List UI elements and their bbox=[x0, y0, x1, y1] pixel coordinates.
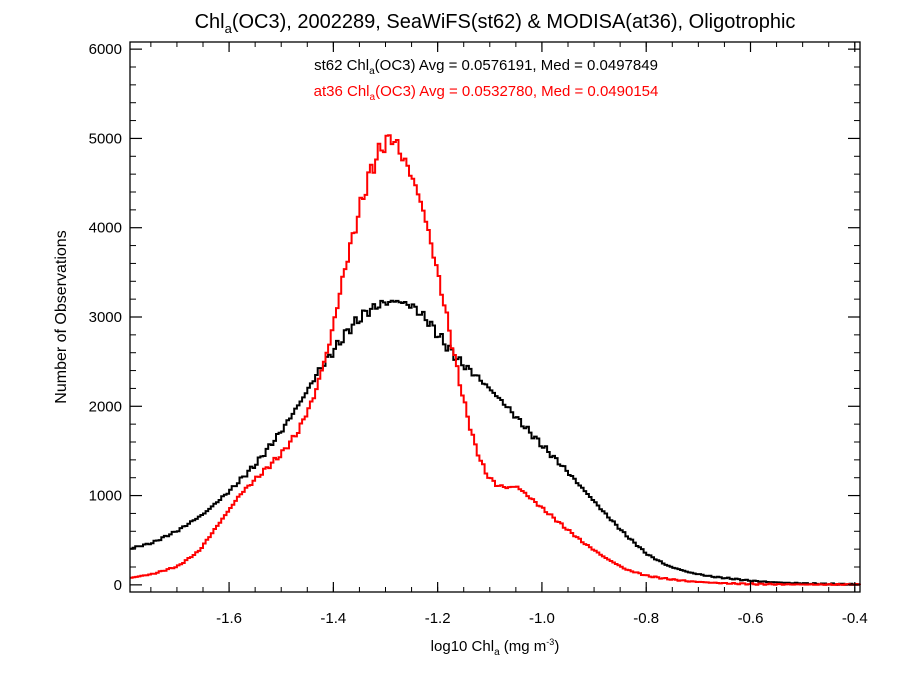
x-tick-label: -1.4 bbox=[320, 610, 346, 627]
x-tick-label: -1.6 bbox=[216, 610, 242, 627]
series-st62-line bbox=[130, 299, 860, 586]
x-tick-label: -0.6 bbox=[738, 610, 764, 627]
x-axis-label: log10 Chla (mg m-3) bbox=[431, 637, 560, 658]
x-tick-label: -0.8 bbox=[633, 610, 659, 627]
y-tick-label: 1000 bbox=[89, 488, 122, 505]
annotation-st62: st62 Chla(OC3) Avg = 0.0576191, Med = 0.… bbox=[314, 57, 658, 77]
y-tick-label: 4000 bbox=[89, 220, 122, 237]
chart-title: Chla(OC3), 2002289, SeaWiFS(st62) & MODI… bbox=[195, 11, 796, 36]
y-tick-label: 2000 bbox=[89, 398, 122, 415]
x-tick-label: -1.2 bbox=[425, 610, 451, 627]
annotation-at36: at36 Chla(OC3) Avg = 0.0532780, Med = 0.… bbox=[314, 83, 659, 103]
y-axis-label: Number of Observations bbox=[53, 230, 70, 403]
y-tick-label: 3000 bbox=[89, 309, 122, 326]
y-tick-label: 6000 bbox=[89, 41, 122, 58]
ticks-layer: -1.6 -1.4 -1.2 -1.0 -0.8 -0.6 -0.4 0 1000 2000 300… bbox=[89, 41, 868, 627]
plot-frame bbox=[129, 41, 861, 593]
x-tick-label: -1.0 bbox=[529, 610, 555, 627]
x-tick-label: -0.4 bbox=[842, 610, 868, 627]
y-tick-label: 0 bbox=[114, 577, 122, 594]
series-at36-line bbox=[130, 134, 861, 586]
y-tick-label: 5000 bbox=[89, 130, 122, 147]
series-layer bbox=[130, 134, 861, 586]
